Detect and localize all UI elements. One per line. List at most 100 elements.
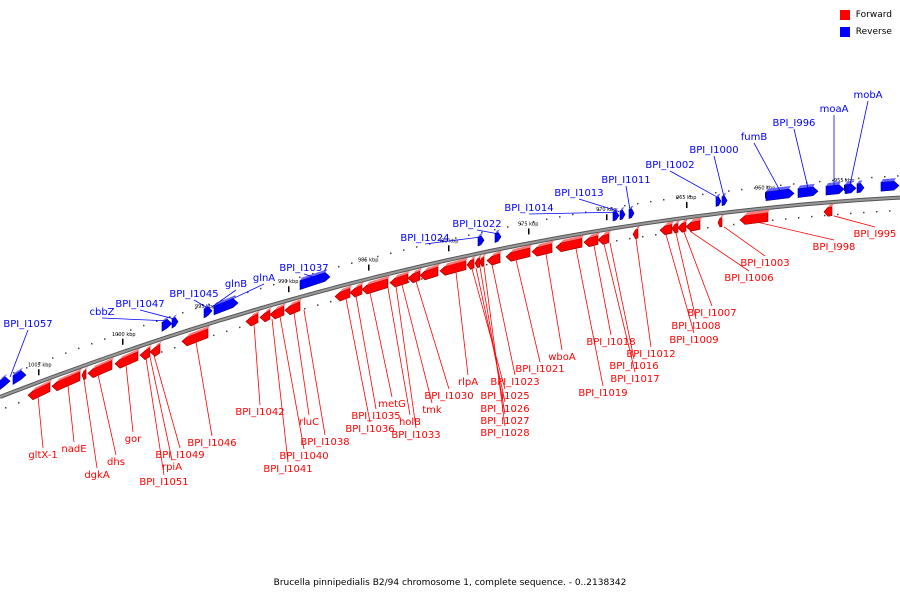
tick-mark xyxy=(38,369,40,376)
track-dot xyxy=(889,210,891,212)
forward-gene-label: BPI_I1041 xyxy=(263,464,312,475)
leader-line xyxy=(355,296,377,410)
forward-gene-arrow xyxy=(439,260,467,276)
legend-forward-label: Forward xyxy=(855,10,892,20)
forward-gene-label: BPI_I1028 xyxy=(480,428,529,439)
track-dot xyxy=(226,330,228,333)
forward-gene-label: BPI_I1019 xyxy=(578,388,627,399)
track-dot xyxy=(733,223,735,226)
leader-line xyxy=(101,317,169,322)
forward-gene-arrow-top xyxy=(340,285,352,293)
leader-line xyxy=(345,298,371,423)
forward-gene-label: rpiA xyxy=(162,462,182,473)
leader-line xyxy=(593,245,612,336)
forward-gene-arrow-top xyxy=(145,344,152,351)
track-dot xyxy=(299,276,301,279)
forward-gene-arrow xyxy=(407,270,421,284)
reverse-gene-arrow xyxy=(880,180,900,192)
forward-gene-label: BPI_I1046 xyxy=(187,438,236,449)
leader-line xyxy=(387,288,411,416)
leader-line xyxy=(471,268,506,390)
reverse-gene-arrow xyxy=(12,370,27,386)
track-dot xyxy=(416,246,418,248)
track-dot xyxy=(26,367,28,369)
forward-gene-label: BPI_I1030 xyxy=(424,391,473,402)
leader-line xyxy=(476,229,498,235)
track-dot xyxy=(676,197,678,199)
tick-label: 1005 kbp xyxy=(28,362,52,368)
forward-gene-arrow xyxy=(677,221,687,233)
forward-gene-arrow-top xyxy=(691,217,702,223)
leader-line xyxy=(67,385,75,443)
reverse-gene-arrow xyxy=(619,209,626,221)
reverse-gene-arrow-top xyxy=(881,178,896,183)
reverse-gene-label: mobA xyxy=(853,90,882,101)
forward-gene-label: dgkA xyxy=(84,470,109,481)
forward-gene-label: nadE xyxy=(61,444,86,455)
track-dot xyxy=(260,287,262,290)
backbone-line xyxy=(0,195,900,399)
reverse-gene-arrow xyxy=(721,195,728,206)
leader-line xyxy=(723,226,766,257)
track-dot xyxy=(78,347,80,350)
forward-gene-arrow-top xyxy=(120,348,140,360)
forward-gene-arrow-top xyxy=(367,275,390,286)
tick-mark xyxy=(122,338,124,345)
forward-gene-arrow xyxy=(419,266,439,281)
track-dot xyxy=(143,324,145,327)
track-dot xyxy=(468,234,470,236)
reverse-gene-label: BPI_I1047 xyxy=(115,299,164,310)
leader-line xyxy=(635,238,652,348)
forward-gene-arrow-top xyxy=(413,267,422,274)
track-dot xyxy=(130,329,132,331)
track-dot xyxy=(793,183,795,185)
leader-line xyxy=(303,273,315,278)
leader-line xyxy=(483,266,506,427)
track-dot xyxy=(442,240,444,242)
leader-line xyxy=(689,230,750,272)
leader-line xyxy=(475,267,506,403)
track-dot xyxy=(481,231,483,234)
forward-gene-arrow xyxy=(671,222,679,234)
forward-gene-arrow-top xyxy=(84,366,88,371)
reverse-gene-label: BPI_I1037 xyxy=(279,263,328,274)
forward-gene-arrow-top xyxy=(187,325,210,337)
track-dot xyxy=(702,193,704,196)
reverse-gene-label: fumB xyxy=(741,132,768,143)
forward-gene-arrow-top xyxy=(93,357,114,369)
track-dot xyxy=(785,218,787,220)
reverse-gene-arrow xyxy=(628,208,635,219)
forward-gene-label: gor xyxy=(125,434,142,445)
caption: Brucella pinnipedialis B2/94 chromosome … xyxy=(273,578,627,588)
forward-gene-arrow-top xyxy=(251,310,260,318)
forward-gene-label: BPI_I1051 xyxy=(139,477,188,488)
track-dot xyxy=(728,190,730,192)
track-dot xyxy=(772,219,774,222)
track-dot xyxy=(5,407,7,409)
track-dot xyxy=(117,333,119,336)
leader-line xyxy=(415,281,450,390)
leader-line xyxy=(675,232,697,320)
reverse-gene-label: BPI_I1045 xyxy=(169,289,218,300)
leader-line xyxy=(491,264,516,376)
leader-line xyxy=(293,312,310,416)
track-dot xyxy=(780,184,782,187)
reverse-gene-arrow-top xyxy=(300,269,327,281)
track-dot xyxy=(351,262,353,264)
leader-line xyxy=(145,358,165,476)
leader-line xyxy=(193,299,209,309)
track-dot xyxy=(377,255,379,258)
reverse-gene-label: BPI_I996 xyxy=(773,118,816,129)
forward-gene-arrow xyxy=(361,278,389,295)
leader-line xyxy=(125,364,134,433)
reverse-gene-label: cbbZ xyxy=(89,307,114,318)
track-dot xyxy=(18,402,20,404)
forward-gene-arrow xyxy=(87,359,113,379)
track-dot xyxy=(486,263,488,266)
track-dot xyxy=(689,195,691,197)
track-dot xyxy=(715,191,717,194)
tick-label: 975 kbp xyxy=(518,221,538,227)
forward-gene-arrow xyxy=(531,243,553,257)
forward-gene-arrow xyxy=(269,305,285,320)
